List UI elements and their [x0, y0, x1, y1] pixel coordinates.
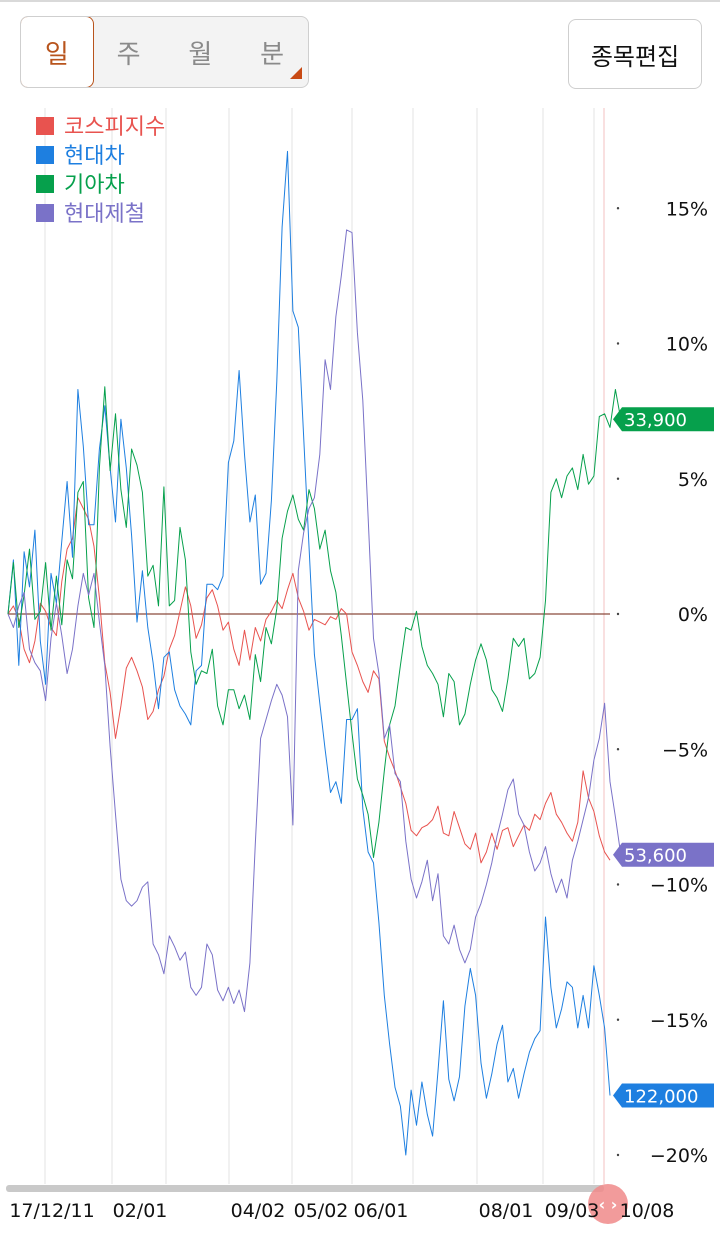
y-tick-label: 10% [666, 334, 708, 356]
comparison-line-chart: 15% 10% 5% 0% −5% −10% −15% −20% 코스피지수현대차기아차현대제철… [6, 108, 714, 1224]
legend-swatch [36, 175, 54, 193]
top-divider [0, 0, 720, 2]
y-tick-mark [616, 207, 620, 210]
legend-swatch [36, 204, 54, 222]
legend-label: 현대차 [64, 144, 125, 169]
legend-label: 코스피지수 [64, 115, 165, 140]
dropdown-corner-icon [290, 67, 302, 79]
y-tick-mark [616, 342, 620, 345]
edit-stocks-button[interactable]: 종목편집 [568, 19, 702, 89]
x-tick-label: 09/03 [545, 1200, 600, 1222]
legend-swatch [36, 117, 54, 135]
period-selector: 일 주 월 분 [20, 16, 309, 88]
end-value-label: 53,600 [624, 846, 687, 867]
end-value-tag: 122,000 [613, 1083, 714, 1108]
scroll-arrows-icon: ‹ › [599, 1195, 618, 1214]
period-tab-label: 일 [44, 39, 69, 70]
period-tab-label: 주 [116, 39, 141, 70]
end-value-tag: 53,600 [613, 842, 714, 867]
scroll-handle-circle [588, 1184, 628, 1224]
period-tab-month[interactable]: 월 [165, 17, 237, 87]
y-tick-label: 5% [678, 469, 708, 491]
y-tick-label: −5% [662, 739, 708, 761]
x-tick-label: 06/01 [354, 1200, 409, 1222]
end-value-tag-bg [613, 407, 714, 432]
period-tab-day[interactable]: 일 [21, 17, 94, 87]
series-line-3 [7, 229, 622, 1013]
end-value-label: 33,900 [624, 410, 687, 431]
x-tick-label: 02/01 [113, 1200, 168, 1222]
x-tick-label: 05/02 [294, 1200, 349, 1222]
y-tick-label: −20% [650, 1145, 708, 1167]
x-tick-label: 10/08 [620, 1200, 675, 1222]
x-tick-label: 08/01 [479, 1200, 534, 1222]
end-value-label: 122,000 [624, 1086, 698, 1107]
period-tab-label: 월 [188, 39, 213, 70]
y-tick-mark [616, 1018, 620, 1021]
end-value-tag: 33,900 [613, 407, 714, 432]
end-value-tag-bg [613, 1083, 714, 1108]
scroll-handle[interactable]: ‹ › [588, 1184, 628, 1224]
x-tick-label: 04/02 [231, 1200, 286, 1222]
y-tick-label: 15% [666, 198, 708, 220]
period-tab-label: 분 [260, 39, 285, 70]
y-tick-label: −10% [650, 875, 708, 897]
period-tab-minute[interactable]: 분 [236, 17, 308, 87]
series-line-2 [7, 386, 622, 858]
legend-label: 기아차 [64, 173, 125, 198]
period-tab-week[interactable]: 주 [93, 17, 165, 87]
y-tick-mark [616, 612, 620, 616]
y-tick-mark [616, 748, 620, 751]
legend-label: 현대제철 [64, 202, 145, 227]
y-tick-mark [616, 477, 620, 480]
end-value-tag-bg [613, 842, 714, 867]
y-tick-mark [616, 883, 620, 886]
y-tick-label: 0% [678, 604, 708, 626]
series-line-1 [7, 150, 611, 1156]
y-tick-label: −15% [650, 1010, 708, 1032]
scroll-track [6, 1185, 604, 1192]
x-tick-label: 17/12/11 [9, 1200, 94, 1222]
series-line-0 [7, 497, 611, 864]
legend-swatch [36, 146, 54, 164]
y-tick-mark [616, 1153, 620, 1157]
